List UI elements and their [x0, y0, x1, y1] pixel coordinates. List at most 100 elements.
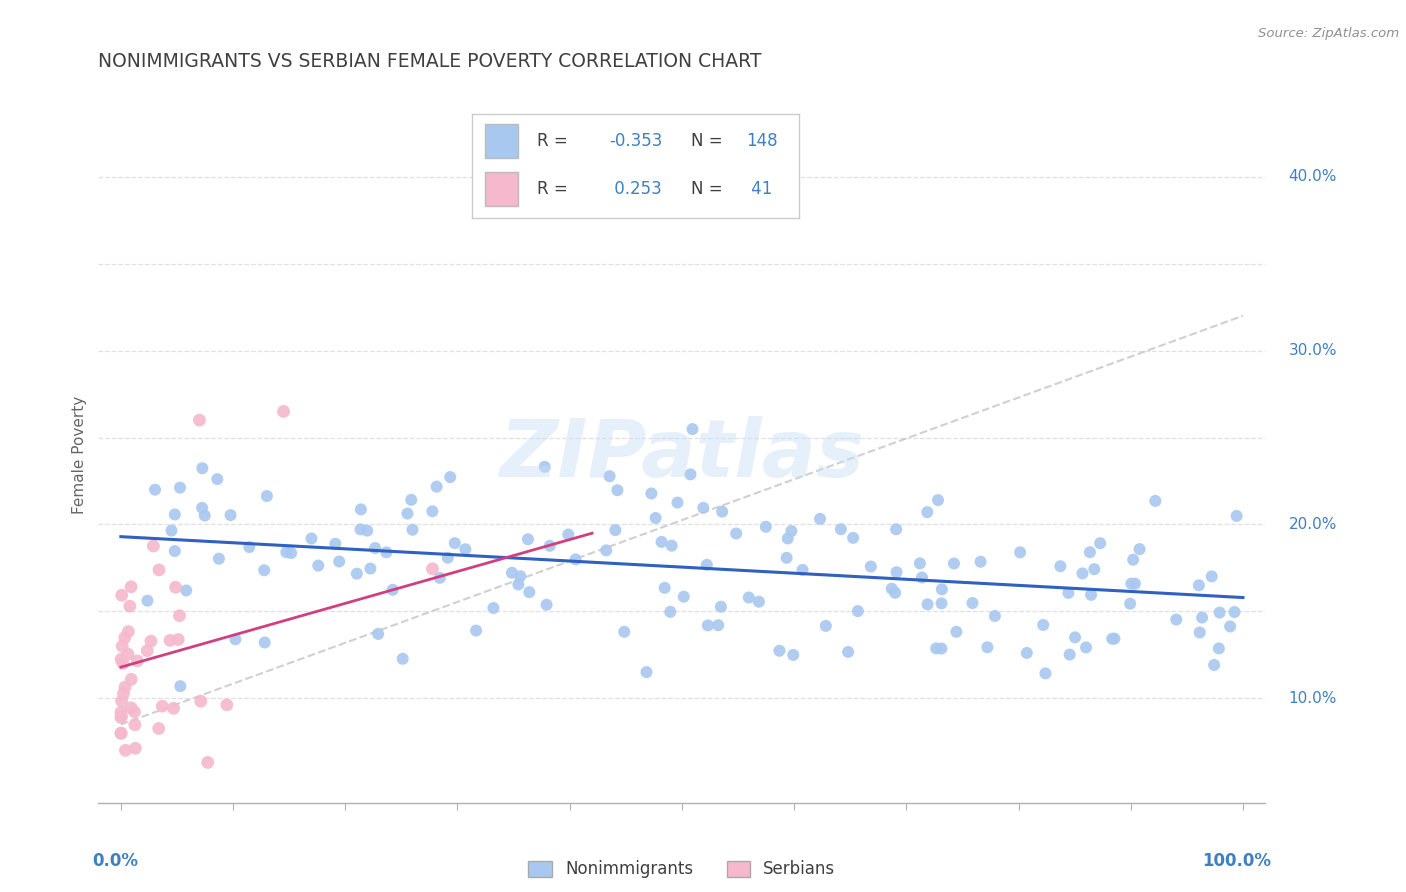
Text: 30.0%: 30.0%	[1289, 343, 1337, 358]
Point	[273, 404, 295, 418]
Point	[517, 585, 540, 599]
Point	[148, 722, 170, 736]
Point	[707, 618, 730, 632]
Point	[911, 570, 934, 584]
Point	[1122, 552, 1144, 566]
Point	[111, 588, 134, 602]
Point	[880, 582, 903, 596]
Point	[1201, 569, 1223, 583]
Text: 20.0%: 20.0%	[1289, 517, 1337, 532]
Point	[110, 652, 132, 666]
Point	[443, 536, 465, 550]
Point	[110, 710, 132, 724]
Point	[725, 526, 748, 541]
Point	[509, 569, 531, 583]
Point	[605, 523, 627, 537]
Point	[117, 647, 139, 661]
Point	[1074, 640, 1097, 655]
Point	[886, 566, 908, 580]
Point	[381, 582, 404, 597]
Point	[169, 679, 191, 693]
Point	[682, 422, 704, 436]
Point	[1010, 545, 1032, 559]
Point	[1015, 646, 1038, 660]
Point	[1188, 578, 1211, 592]
Point	[208, 551, 231, 566]
Point	[776, 532, 799, 546]
Point	[253, 563, 276, 577]
Point	[931, 582, 953, 597]
Point	[280, 546, 302, 560]
Point	[931, 596, 953, 610]
Text: 40.0%: 40.0%	[1289, 169, 1337, 184]
Point	[1208, 641, 1230, 656]
Point	[917, 597, 939, 611]
Point	[768, 644, 790, 658]
Text: NONIMMIGRANTS VS SERBIAN FEMALE POVERTY CORRELATION CHART: NONIMMIGRANTS VS SERBIAN FEMALE POVERTY …	[98, 53, 762, 71]
Point	[557, 527, 579, 541]
Point	[375, 545, 398, 559]
Point	[644, 511, 666, 525]
Point	[422, 504, 444, 518]
Text: 10.0%: 10.0%	[1289, 691, 1337, 706]
Point	[346, 566, 368, 581]
Point	[564, 552, 586, 566]
Point	[846, 604, 869, 618]
Point	[356, 524, 378, 538]
Point	[976, 640, 998, 655]
Point	[162, 701, 184, 715]
Point	[1188, 625, 1211, 640]
Point	[808, 512, 831, 526]
Point	[1226, 508, 1249, 523]
Point	[215, 698, 238, 712]
Point	[136, 643, 159, 657]
Point	[859, 559, 882, 574]
Point	[124, 718, 146, 732]
Point	[120, 673, 142, 687]
Point	[437, 550, 460, 565]
Point	[190, 694, 212, 708]
Point	[124, 741, 146, 756]
Point	[842, 531, 865, 545]
Point	[780, 524, 803, 538]
Point	[640, 486, 662, 500]
Point	[114, 743, 136, 757]
Point	[276, 545, 298, 559]
Point	[710, 599, 733, 614]
Point	[672, 590, 695, 604]
Point	[197, 756, 219, 770]
Point	[1071, 566, 1094, 581]
Point	[1121, 576, 1143, 591]
Point	[1104, 632, 1126, 646]
Point	[884, 586, 907, 600]
Point	[636, 665, 658, 680]
Point	[136, 593, 159, 607]
Point	[114, 631, 136, 645]
Point	[124, 705, 146, 719]
Point	[191, 461, 214, 475]
Point	[396, 507, 419, 521]
Point	[465, 624, 488, 638]
Point	[696, 618, 718, 632]
Point	[536, 598, 558, 612]
Point	[533, 459, 555, 474]
Point	[159, 633, 181, 648]
Point	[350, 502, 373, 516]
Point	[238, 540, 260, 554]
Point	[814, 619, 837, 633]
Point	[169, 481, 191, 495]
Point	[323, 537, 346, 551]
Point	[219, 508, 242, 522]
Point	[1049, 559, 1071, 574]
Point	[917, 505, 939, 519]
Point	[367, 627, 389, 641]
Point	[792, 563, 814, 577]
Point	[661, 539, 683, 553]
Point	[167, 632, 190, 647]
Point	[188, 413, 211, 427]
Point	[110, 709, 132, 723]
Point	[1064, 631, 1087, 645]
Point	[1123, 576, 1146, 591]
Point	[908, 557, 931, 571]
Text: ZIPatlas: ZIPatlas	[499, 416, 865, 494]
